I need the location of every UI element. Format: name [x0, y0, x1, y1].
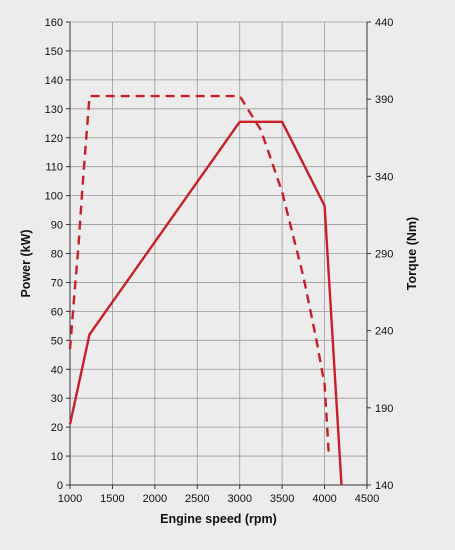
x-axis-title: Engine speed (rpm)	[160, 512, 277, 526]
y-tick-label: 80	[51, 249, 63, 261]
y2-tick-label: 190	[375, 403, 393, 415]
y2-axis-title: Torque (Nm)	[405, 217, 419, 290]
y-tick-label: 40	[51, 364, 63, 376]
x-tick-label: 1000	[58, 493, 82, 505]
y-tick-label: 110	[45, 162, 63, 174]
y-tick-label: 90	[51, 220, 63, 232]
y-tick-label: 20	[51, 422, 63, 434]
series-lines	[68, 94, 343, 486]
y-tick-label: 160	[45, 17, 63, 29]
x-tick-label: 4000	[312, 493, 336, 505]
gridlines	[69, 21, 368, 486]
x-tick-label: 3500	[270, 493, 294, 505]
y2-tick-label: 340	[375, 171, 393, 183]
y2-tick-label: 440	[375, 17, 393, 29]
tick-labels: 1000 1500 2000 2500 3000 3500 4000 4500 0 10 20 30 4…	[45, 17, 394, 505]
x-tick-label: 2500	[185, 493, 209, 505]
power-series-line	[68, 120, 343, 486]
x-tick-label: 4500	[355, 493, 379, 505]
y2-tick-label: 140	[375, 480, 393, 492]
x-tick-label: 1500	[100, 493, 124, 505]
y2-tick-label: 290	[375, 249, 393, 261]
y-tick-label: 30	[51, 393, 63, 405]
y2-tick-label: 390	[375, 94, 393, 106]
x-tick-label: 3000	[227, 493, 251, 505]
y-tick-label: 150	[45, 46, 63, 58]
x-tick-label: 2000	[143, 493, 167, 505]
y-tick-label: 60	[51, 306, 63, 318]
torque-series-line	[68, 94, 330, 455]
y-tick-label: 100	[45, 191, 63, 203]
y-tick-label: 0	[57, 480, 63, 492]
y-tick-label: 70	[51, 277, 63, 289]
axes	[66, 21, 371, 489]
y-tick-label: 140	[45, 75, 63, 87]
y2-tick-label: 240	[375, 326, 393, 338]
y-axis-title: Power (kW)	[19, 229, 33, 297]
y-tick-label: 120	[45, 133, 63, 145]
y-tick-label: 130	[45, 104, 63, 116]
y-tick-label: 10	[51, 451, 63, 463]
y-tick-label: 50	[51, 335, 63, 347]
